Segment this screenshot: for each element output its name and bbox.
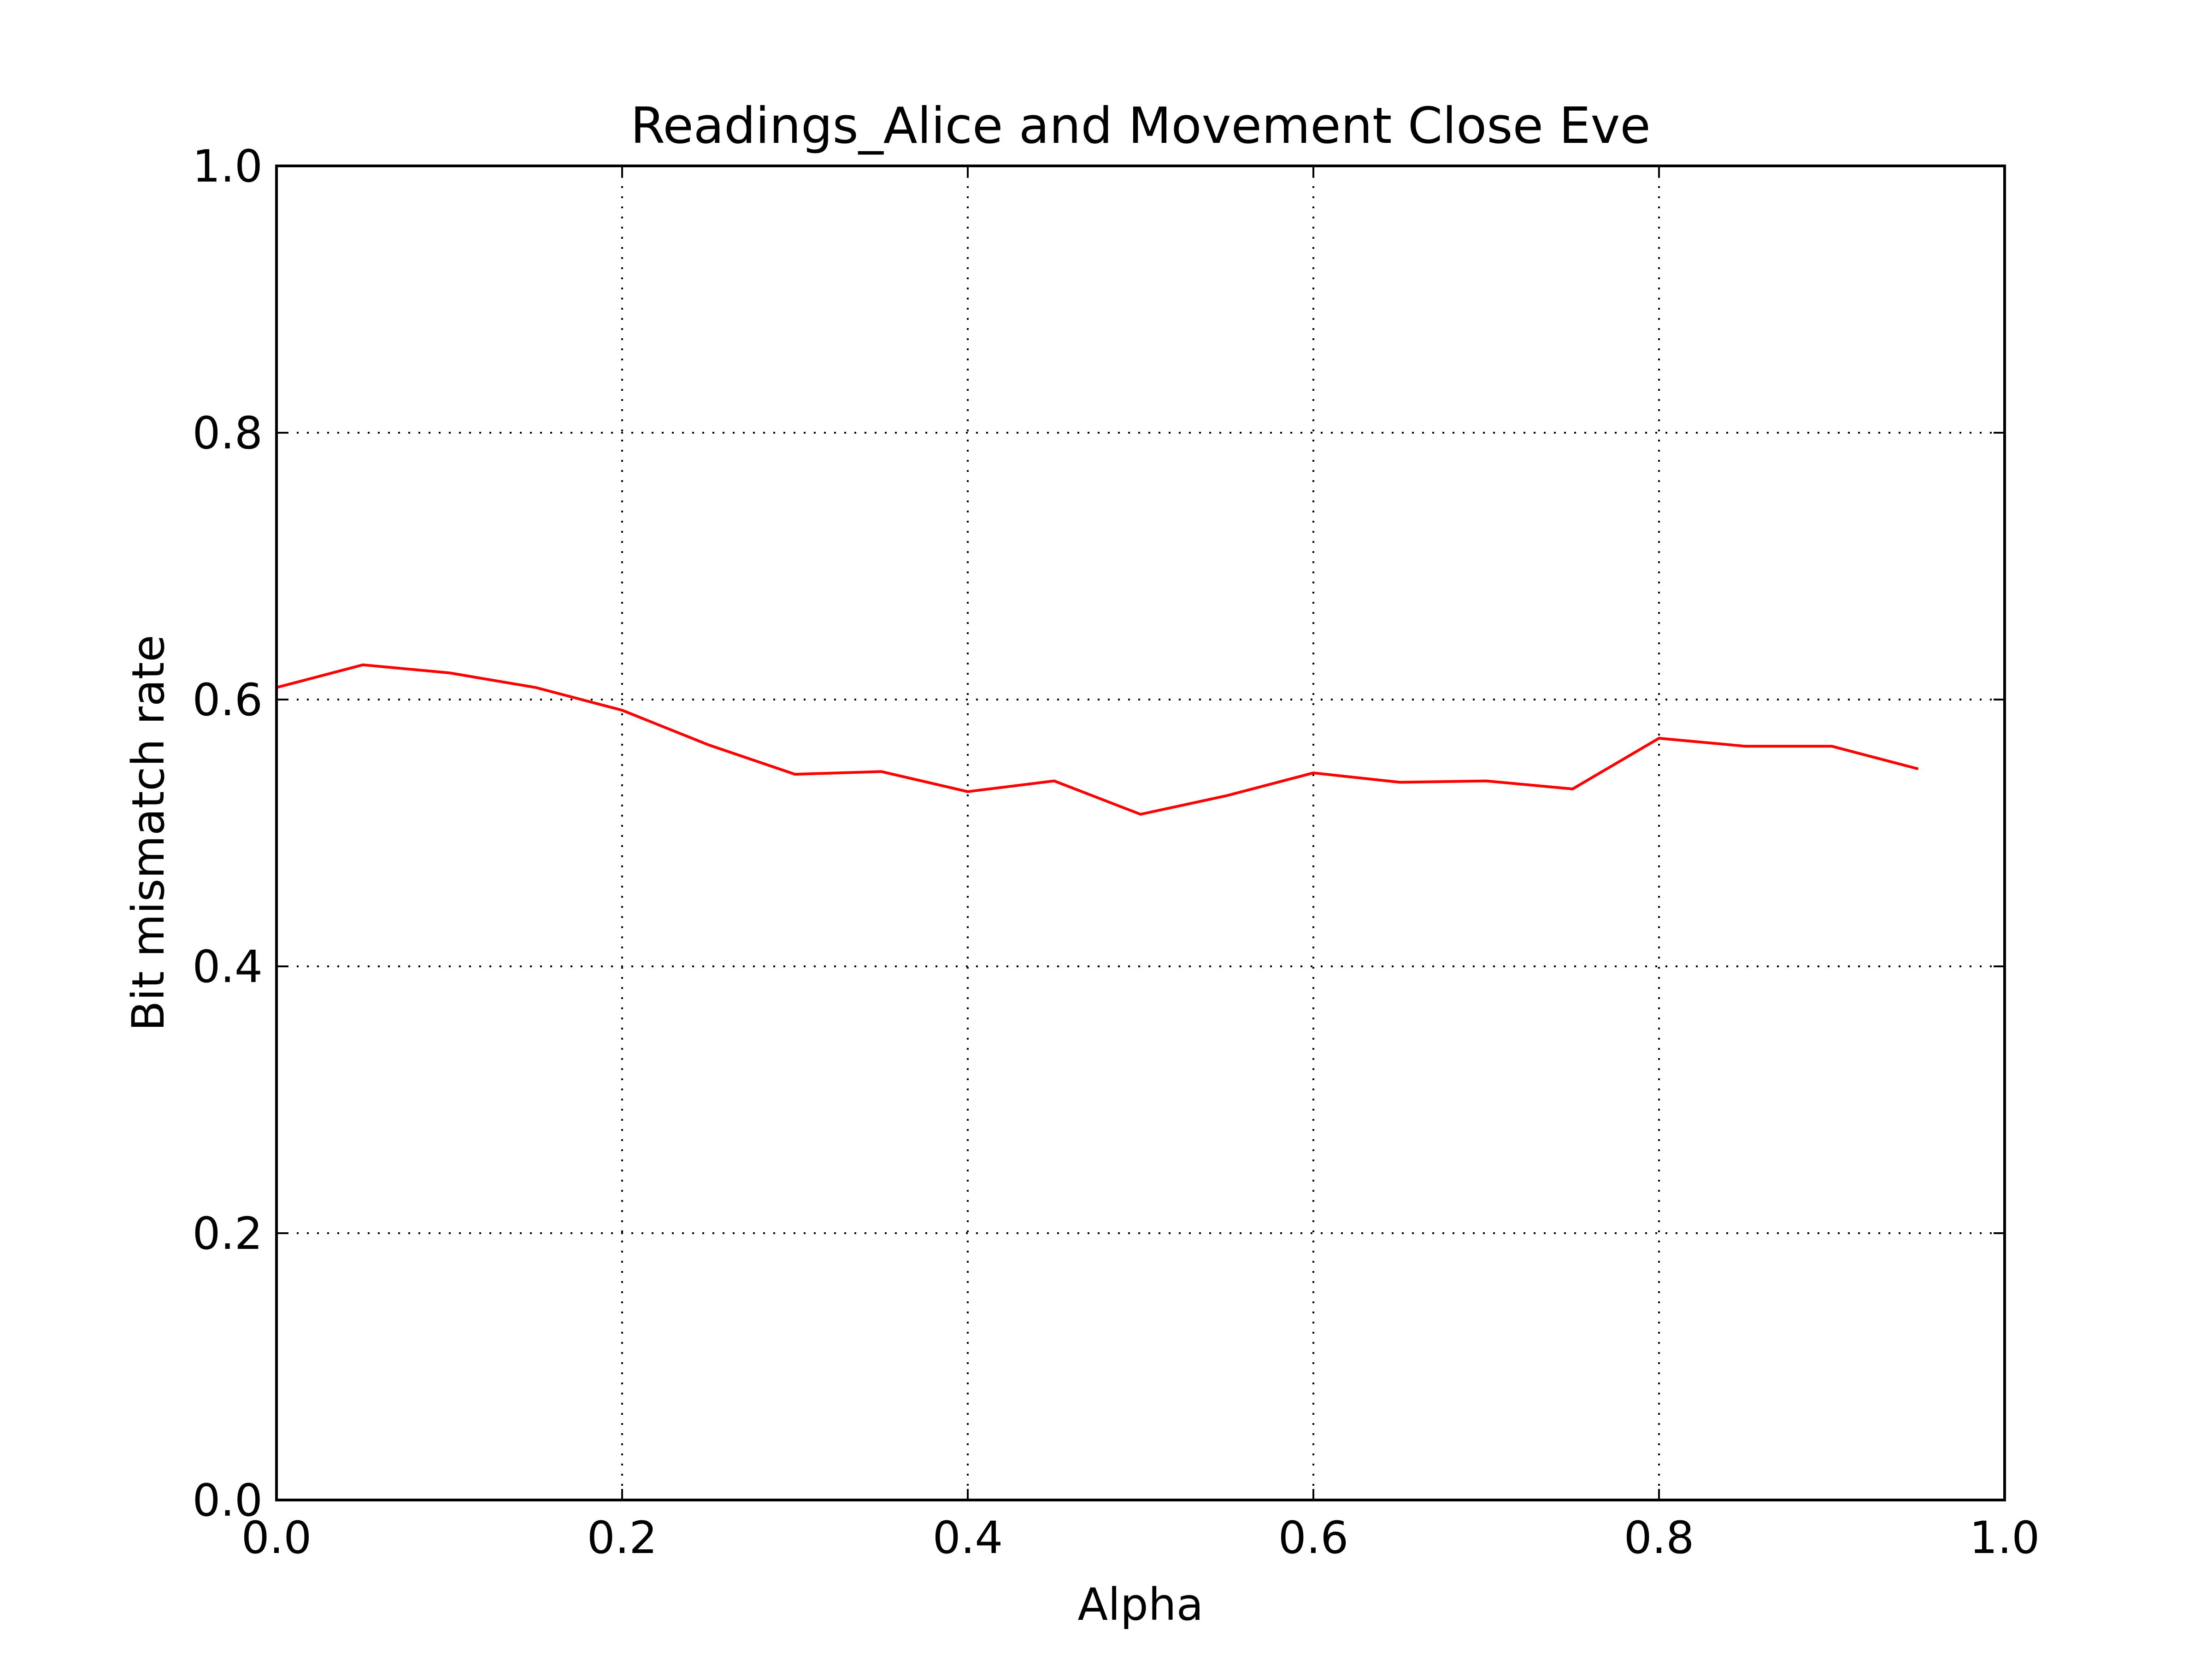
y-tick-label: 1.0 (192, 141, 263, 192)
series-layer (276, 663, 1919, 816)
x-tick-label: 0.8 (1624, 1512, 1694, 1564)
plot-area-frame (275, 165, 2006, 1501)
x-tick-labels: 0.0 0.2 0.4 0.6 0.8 1.0 (241, 1512, 2040, 1564)
y-tick-label: 0.6 (192, 674, 263, 726)
y-tick-label: 0.0 (192, 1475, 263, 1526)
x-tick-label: 1.0 (1970, 1512, 2040, 1564)
x-axis-label: Alpha (1078, 1579, 1204, 1630)
y-tick-labels: 0.0 0.2 0.4 0.6 0.8 1.0 (192, 141, 263, 1526)
x-tick-label: 0.0 (241, 1512, 312, 1564)
x-tick-label: 0.6 (1278, 1512, 1349, 1564)
y-axis-label: Bit mismatch rate (123, 635, 174, 1031)
x-tick-label: 0.2 (587, 1512, 658, 1564)
x-tick-label: 0.4 (933, 1512, 1003, 1564)
series-line (276, 663, 1919, 816)
y-tick-label: 0.8 (192, 407, 263, 459)
y-tick-label: 0.2 (192, 1208, 263, 1259)
grid-lines (276, 166, 2005, 1500)
chart-title: Readings_Alice and Movement Close Eve (630, 97, 1651, 155)
y-tick-label: 0.4 (192, 941, 263, 993)
tick-marks (276, 165, 2006, 1501)
